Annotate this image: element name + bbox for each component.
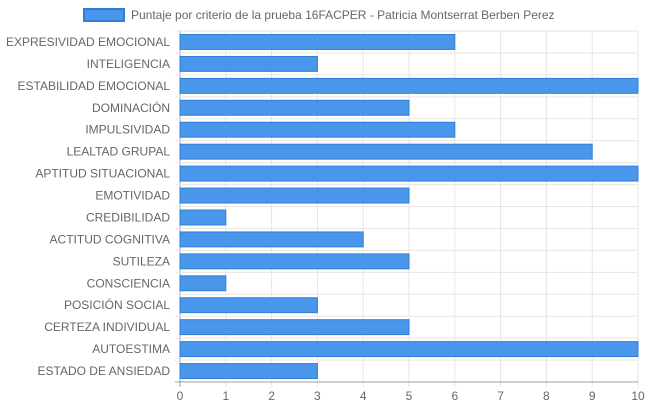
- category-label: EMOTIVIDAD: [95, 189, 170, 203]
- category-label: AUTOESTIMA: [92, 342, 170, 356]
- legend-swatch: [83, 8, 125, 22]
- bar[interactable]: [179, 341, 639, 358]
- bar[interactable]: [179, 319, 410, 336]
- bar[interactable]: [179, 231, 364, 248]
- category-label: SUTILEZA: [113, 254, 170, 268]
- bar[interactable]: [179, 77, 639, 94]
- x-tick-label: 10: [631, 389, 645, 403]
- category-label: ESTADO DE ANSIEDAD: [38, 364, 171, 378]
- category-label: DOMINACIÓN: [92, 100, 170, 115]
- bar[interactable]: [179, 99, 410, 116]
- bar[interactable]: [179, 34, 456, 50]
- legend[interactable]: Puntaje por criterio de la prueba 16FACP…: [83, 8, 555, 22]
- x-tick-label: 4: [360, 389, 367, 403]
- x-tick-label: 0: [177, 389, 184, 403]
- category-label: LEALTAD GRUPAL: [67, 145, 171, 159]
- x-tick-label: 7: [497, 389, 504, 403]
- category-label: CREDIBILIDAD: [86, 210, 170, 224]
- x-axis-tick-labels: 0 1 2 3 4 5 6 7 8 9 10: [177, 389, 645, 403]
- bar[interactable]: [179, 275, 227, 292]
- bar[interactable]: [179, 143, 593, 160]
- x-tick-label: 5: [406, 389, 413, 403]
- category-label: ACTITUD COGNITIVA: [50, 232, 170, 246]
- category-label: INTELIGENCIA: [87, 57, 170, 71]
- category-label: CERTEZA INDIVIDUAL: [44, 320, 170, 334]
- category-label: IMPULSIVIDAD: [85, 123, 170, 137]
- category-labels: EXPRESIVIDAD EMOCIONAL INTELIGENCIA ESTABI…: [6, 35, 170, 378]
- category-label: EXPRESIVIDAD EMOCIONAL: [6, 35, 170, 49]
- x-tick-label: 1: [222, 389, 229, 403]
- category-label: ESTABILIDAD EMOCIONAL: [18, 79, 171, 93]
- bar[interactable]: [179, 55, 318, 72]
- bar[interactable]: [179, 121, 456, 138]
- category-label: POSICIÓN SOCIAL: [64, 297, 170, 312]
- legend-label: Puntaje por criterio de la prueba 16FACP…: [131, 8, 555, 22]
- bar[interactable]: [179, 363, 318, 379]
- bar[interactable]: [179, 187, 410, 204]
- bars: [179, 34, 639, 379]
- category-label: APTITUD SITUACIONAL: [35, 167, 170, 181]
- bar[interactable]: [179, 297, 318, 314]
- x-tick-label: 9: [589, 389, 596, 403]
- category-label: CONSCIENCIA: [87, 276, 170, 290]
- bar[interactable]: [179, 165, 639, 182]
- x-tick-label: 8: [543, 389, 550, 403]
- bar[interactable]: [179, 253, 410, 270]
- x-tick-label: 2: [268, 389, 275, 403]
- bar[interactable]: [179, 209, 227, 226]
- x-tick-label: 6: [451, 389, 458, 403]
- x-tick-label: 3: [314, 389, 321, 403]
